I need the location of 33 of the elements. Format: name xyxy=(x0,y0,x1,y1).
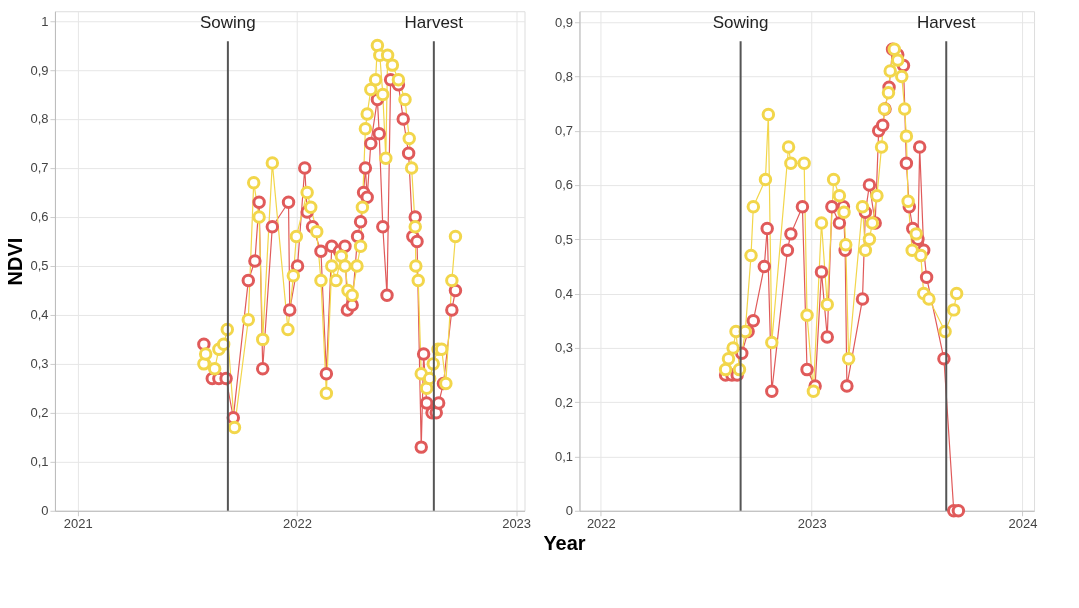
y-tick-label: 0,7 xyxy=(30,160,49,176)
y-tick-label: 0,5 xyxy=(554,231,573,247)
y-tick-label: 0,8 xyxy=(554,68,573,84)
ref-line-label: Harvest xyxy=(404,13,464,33)
y-tick-label: 0,6 xyxy=(30,209,49,225)
y-tick-label: 0,4 xyxy=(30,307,49,323)
y-axis-title: NDVI xyxy=(4,237,27,286)
y-tick-label: 0,1 xyxy=(554,448,573,464)
x-tick-label: 2023 xyxy=(797,516,827,532)
x-tick-label: 2021 xyxy=(63,516,93,532)
y-tick-label: 0,7 xyxy=(554,123,573,139)
y-tick-label: 0,5 xyxy=(30,258,49,274)
y-tick-label: 0 xyxy=(41,503,49,519)
ref-line-label: Sowing xyxy=(712,13,769,33)
ref-line-label: Sowing xyxy=(200,13,256,33)
x-tick-label: 2024 xyxy=(1008,516,1038,532)
y-tick-label: 0,8 xyxy=(30,111,49,127)
y-tick-label: 0 xyxy=(565,503,573,519)
x-axis-title: Year xyxy=(543,531,586,554)
x-tick-label: 2023 xyxy=(502,516,532,532)
y-tick-label: 0,2 xyxy=(554,394,573,410)
y-tick-label: 0,3 xyxy=(30,356,49,372)
x-tick-label: 2022 xyxy=(586,516,616,532)
y-tick-label: 0,4 xyxy=(554,286,573,302)
y-tick-label: 0,9 xyxy=(554,14,573,30)
ref-line-label: Harvest xyxy=(917,13,976,33)
y-tick-label: 0,6 xyxy=(554,177,573,193)
y-tick-label: 0,3 xyxy=(554,340,573,356)
x-tick-label: 2022 xyxy=(283,516,312,532)
y-tick-label: 1 xyxy=(41,13,49,29)
y-tick-label: 0,2 xyxy=(30,405,49,421)
y-tick-label: 0,1 xyxy=(30,454,49,470)
y-tick-label: 0,9 xyxy=(30,62,49,78)
